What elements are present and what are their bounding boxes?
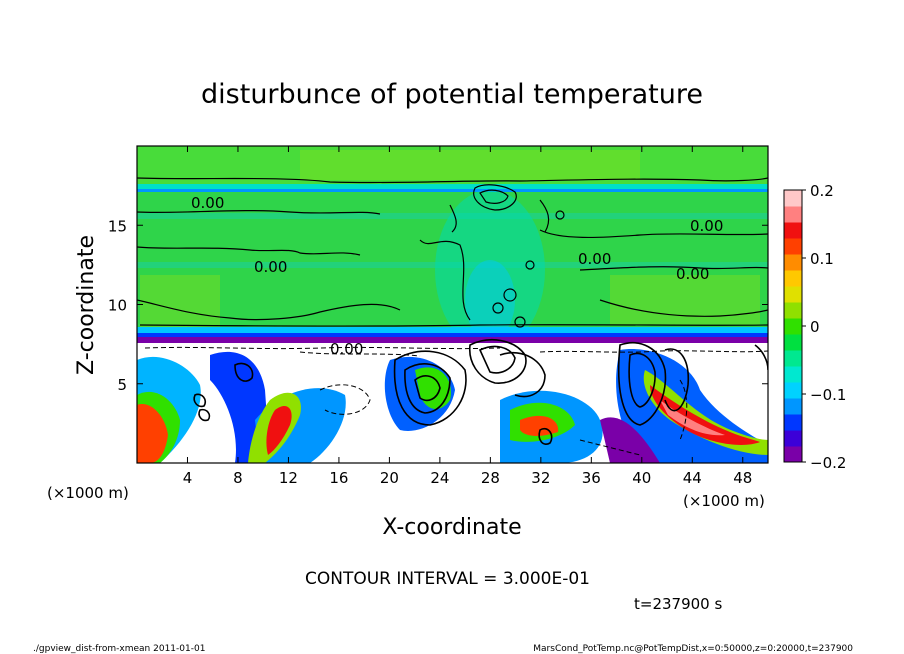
chart-title: disturbunce of potential temperature [201,79,703,110]
colorbar-band [784,222,802,239]
y-axis-label: Z-coordinate [74,235,99,375]
colorbar-band [784,206,802,223]
x-tick-label: 44 [683,469,702,487]
colorbar-tick-label: −0.2 [810,454,846,472]
colorbar-band [784,366,802,383]
x-tick-label: 36 [582,469,601,487]
x-tick-label: 40 [632,469,651,487]
field-patch-upper [300,150,640,180]
colorbar-band [784,270,802,287]
y-axis-ticks: 5 10 15 [108,217,768,394]
colorbar-band [784,302,802,319]
contour-lines-dashed [144,346,768,456]
colorbar-band [784,350,802,367]
x-tick-label: 12 [279,469,298,487]
x-axis-unit-right: (×1000 m) [683,492,765,510]
colorbar-band [784,334,802,351]
field-inversion-cyan [137,327,768,335]
colorbar-band [784,286,802,303]
contour-label-2: 0.00 [254,258,287,276]
contour-label-5: 0.00 [676,265,709,283]
field-swirl-purple [600,417,660,463]
colorbar-band [784,398,802,415]
field-swirl-pink [660,400,725,436]
colorbar-band [784,430,802,447]
contour-labels: 0.00 0.00 0.00 0.00 0.00 0.00 [191,194,723,358]
field-swirl-red-2 [266,405,292,455]
x-tick-label: 4 [183,469,193,487]
x-tick-label: 32 [531,469,550,487]
colorbar-tick-label: 0.2 [810,182,834,200]
field-swirl-green-3 [415,367,451,410]
x-axis-label: X-coordinate [382,515,521,540]
x-tick-label: 28 [481,469,500,487]
contour-label-3: 0.00 [578,250,611,268]
colorbar [784,190,802,463]
colorbar-band [784,414,802,431]
contour-interval: CONTOUR INTERVAL = 3.000E-01 [305,569,590,589]
x-tick-label: 48 [733,469,752,487]
colorbar-band [784,382,802,399]
time-label: t=237900 s [634,595,722,613]
colorbar-band [784,190,802,207]
colorbar-tick-label: 0 [810,318,820,336]
y-tick-label: 10 [108,297,127,315]
y-tick-label: 15 [108,217,127,235]
footer-right: MarsCond_PotTemp.nc@PotTempDist,x=0:5000… [533,644,853,654]
field-inversion-blue [137,333,768,338]
field-swirl-red-1 [137,404,168,463]
field-blue-line [137,189,768,192]
colorbar-band [784,318,802,335]
field-inversion-purple [137,337,768,343]
footer-left: ./gpview_dist-from-xmean 2011-01-01 [33,644,205,654]
colorbar-ticks: 0.2 0.1 0 −0.1 −0.2 [802,182,846,472]
contour-label-6: 0.00 [330,340,363,358]
colorbar-band [784,254,802,271]
contour-label-4: 0.00 [690,217,723,235]
field-plume-core [465,260,515,340]
field-swirl-green-5 [643,370,768,455]
x-axis-unit-left: (×1000 m) [47,484,129,502]
contour-lines-upper [137,177,768,327]
x-tick-label: 20 [380,469,399,487]
x-tick-label: 16 [329,469,348,487]
field-patch-right [610,275,760,325]
x-axis-ticks: 4 8 12 16 20 24 28 32 36 40 44 48 [183,146,752,487]
x-tick-label: 8 [233,469,243,487]
y-tick-label: 5 [117,376,127,394]
plot-area [137,146,768,463]
colorbar-band [784,238,802,255]
contour-lines-lower [193,339,768,445]
field-patch-left [140,275,220,330]
contour-label-1: 0.00 [191,194,224,212]
colorbar-tick-label: 0.1 [810,250,834,268]
field-plume [435,190,545,350]
field-cyan-band [137,184,768,192]
contour-lines-plume [449,184,565,328]
x-tick-label: 24 [430,469,449,487]
colorbar-tick-label: −0.1 [810,386,846,404]
colorbar-band [784,446,802,463]
